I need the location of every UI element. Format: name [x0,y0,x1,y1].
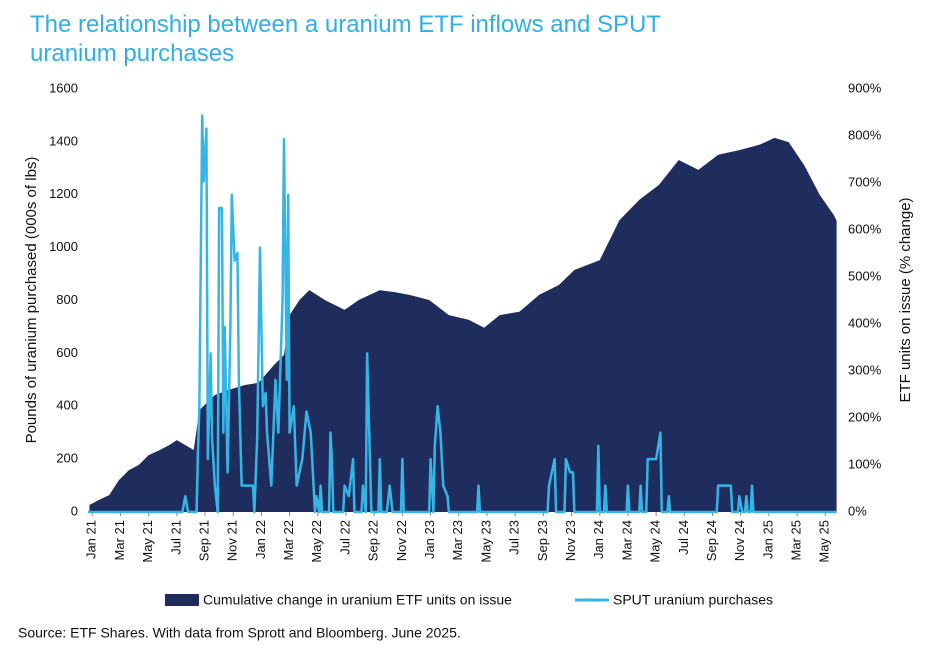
y-tick-label: 800 [56,292,78,307]
y-tick-label: 1400 [49,133,78,148]
x-tick-label: Sep 23 [535,520,550,561]
y-tick-label: 400 [56,398,78,413]
x-tick-label: Jan 22 [253,520,268,559]
x-tick-label: Nov 21 [225,520,240,561]
x-tick-label: Mar 23 [450,520,465,560]
y2-tick-label: 800% [848,127,882,142]
y2-tick-label: 100% [848,456,882,471]
x-tick-label: Nov 22 [394,520,409,561]
x-tick-label: Sep 24 [704,520,719,561]
y2-tick-label: 900% [848,80,882,95]
legend-label: Cumulative change in uranium ETF units o… [203,592,512,608]
x-tick-label: Nov 23 [563,520,578,561]
y2-tick-label: 500% [848,268,882,283]
x-tick-label: Mar 25 [789,520,804,560]
legend-label: SPUT uranium purchases [613,592,773,608]
y2-tick-label: 600% [848,221,882,236]
chart-title: The relationship between a uranium ETF i… [30,11,661,67]
x-tick-label: Mar 22 [281,520,296,560]
x-tick-label: Jan 23 [422,520,437,559]
x-tick-label: Jul 22 [337,520,352,555]
x-tick-label: Jan 21 [84,520,99,559]
x-tick-label: May 21 [140,520,155,563]
y2-tick-label: 700% [848,174,882,189]
x-tick-label: Jan 24 [591,520,606,559]
y2-axis-label: ETF units on issue (% change) [897,197,914,402]
x-tick-label: Jul 21 [168,520,183,555]
x-tick-label: Sep 21 [196,520,211,561]
line [88,114,837,514]
y-tick-label: 1000 [49,239,78,254]
y-tick-label: 1200 [49,186,78,201]
x-tick-label: May 23 [478,520,493,563]
y2-tick-label: 0% [848,503,867,518]
y-tick-label: 600 [56,345,78,360]
x-tick-label: Sep 22 [366,520,381,561]
y-axis-label: Pounds of uranium purchased (000s of lbs… [23,157,40,444]
y2-tick-label: 300% [848,362,882,377]
x-tick-label: Mar 21 [112,520,127,560]
source-note: Source: ETF Shares. With data from Sprot… [18,625,461,641]
y-tick-label: 200 [56,451,78,466]
x-tick-label: Mar 24 [619,520,634,560]
x-tick-label: May 24 [648,520,663,563]
x-tick-label: Jul 24 [676,520,691,555]
y2-tick-label: 200% [848,409,882,424]
area [89,137,837,512]
legend-swatch [165,594,199,606]
x-tick-label: Jan 25 [760,520,775,559]
y-tick-label: 1600 [49,80,78,95]
x-tick-label: Nov 24 [732,520,747,561]
y2-tick-label: 400% [848,315,882,330]
x-tick-label: May 22 [309,520,324,563]
y-tick-label: 0 [71,503,78,518]
x-tick-label: May 25 [817,520,832,563]
x-tick-label: Jul 23 [507,520,522,555]
